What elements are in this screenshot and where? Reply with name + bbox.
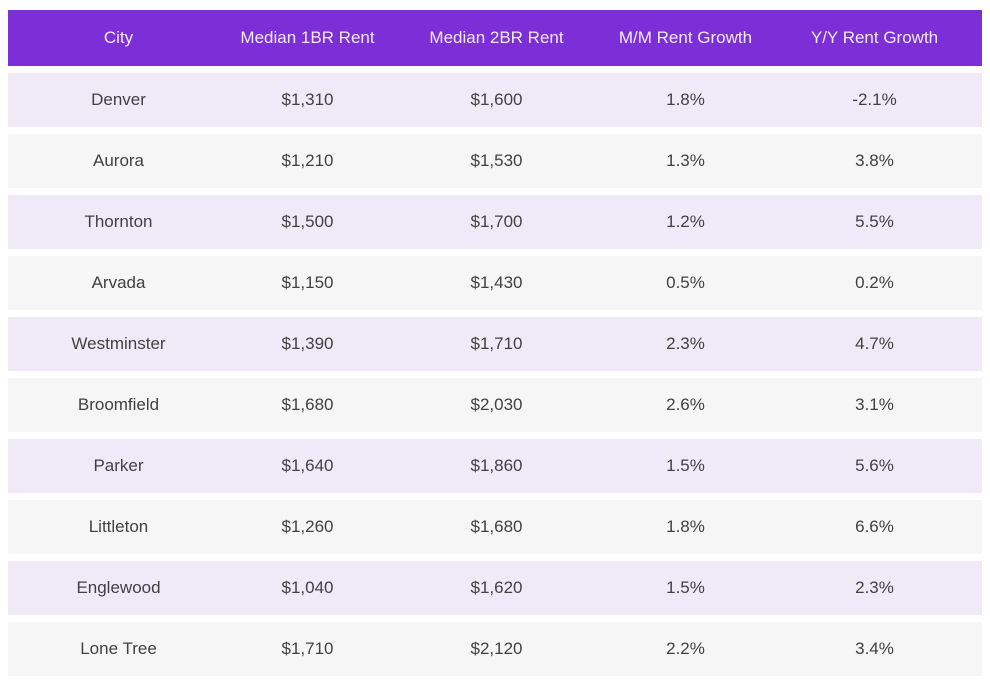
column-header-median-1br-rent: Median 1BR Rent — [240, 27, 375, 47]
value-cell: 1.3% — [666, 150, 705, 170]
value-cell: $1,210 — [281, 150, 334, 170]
column-header-median-2br-rent: Median 2BR Rent — [429, 27, 564, 47]
value-cell: 1.8% — [666, 89, 705, 109]
value-cell: 4.7% — [855, 333, 894, 353]
city-cell: Littleton — [88, 516, 149, 536]
value-cell: $1,310 — [281, 89, 334, 109]
value-cell: 6.6% — [855, 516, 894, 536]
value-cell: $1,430 — [470, 272, 523, 292]
value-cell: 1.5% — [666, 577, 705, 597]
value-cell: 0.2% — [855, 272, 894, 292]
value-cell: 5.5% — [855, 211, 894, 231]
value-cell: 0.5% — [666, 272, 705, 292]
city-cell: Denver — [91, 89, 146, 109]
value-cell: 3.1% — [855, 394, 894, 414]
value-cell: 2.6% — [666, 394, 705, 414]
value-cell: $1,680 — [470, 516, 523, 536]
value-cell: 1.8% — [666, 516, 705, 536]
value-cell: $1,710 — [470, 333, 523, 353]
value-cell: $1,390 — [281, 333, 334, 353]
value-cell: 2.3% — [666, 333, 705, 353]
value-cell: -2.1% — [852, 89, 897, 109]
value-cell: $1,040 — [281, 577, 334, 597]
city-cell: Englewood — [76, 577, 161, 597]
value-cell: $1,260 — [281, 516, 334, 536]
value-cell: 2.2% — [666, 638, 705, 658]
value-cell: $1,600 — [470, 89, 523, 109]
table-header-row: City Median 1BR Rent Median 2BR Rent M/M Re… — [8, 10, 982, 66]
city-cell: Parker — [93, 455, 144, 475]
city-cell: Arvada — [91, 272, 146, 292]
city-cell: Aurora — [92, 150, 145, 170]
city-cell: Lone Tree — [80, 638, 157, 658]
value-cell: $1,150 — [281, 272, 334, 292]
value-cell: 3.8% — [855, 150, 894, 170]
value-cell: $1,860 — [470, 455, 523, 475]
table-body: Denver $1,310 $1,600 1.8% -2.1% Aurora $1,210 $… — [8, 73, 982, 676]
table-row: Lone Tree $1,710 $2,120 2.2% 3.4% — [8, 622, 982, 676]
table-row: Aurora $1,210 $1,530 1.3% 3.8% — [8, 134, 982, 188]
city-cell: Thornton — [84, 211, 153, 231]
rent-table: City Median 1BR Rent Median 2BR Rent M/M Re… — [8, 10, 982, 676]
column-header-city: City — [103, 27, 134, 47]
table-row: Thornton $1,500 $1,700 1.2% 5.5% — [8, 195, 982, 249]
value-cell: $1,710 — [281, 638, 334, 658]
table-row: Broomfield $1,680 $2,030 2.6% 3.1% — [8, 378, 982, 432]
table-row: Westminster $1,390 $1,710 2.3% 4.7% — [8, 317, 982, 371]
table-row: Parker $1,640 $1,860 1.5% 5.6% — [8, 439, 982, 493]
table-row: Englewood $1,040 $1,620 1.5% 2.3% — [8, 561, 982, 615]
value-cell: 2.3% — [855, 577, 894, 597]
value-cell: 5.6% — [855, 455, 894, 475]
city-cell: Broomfield — [77, 394, 160, 414]
value-cell: 1.5% — [666, 455, 705, 475]
city-cell: Westminster — [71, 333, 166, 353]
value-cell: $2,120 — [470, 638, 523, 658]
table-row: Arvada $1,150 $1,430 0.5% 0.2% — [8, 256, 982, 310]
value-cell: $2,030 — [470, 394, 523, 414]
column-header-m-m-rent-growth: M/M Rent Growth — [618, 27, 753, 47]
value-cell: $1,680 — [281, 394, 334, 414]
value-cell: 1.2% — [666, 211, 705, 231]
table-row: Denver $1,310 $1,600 1.8% -2.1% — [8, 73, 982, 127]
value-cell: $1,620 — [470, 577, 523, 597]
column-header-y-y-rent-growth: Y/Y Rent Growth — [810, 27, 939, 47]
value-cell: $1,640 — [281, 455, 334, 475]
value-cell: $1,500 — [281, 211, 334, 231]
table-row: Littleton $1,260 $1,680 1.8% 6.6% — [8, 500, 982, 554]
value-cell: $1,700 — [470, 211, 523, 231]
value-cell: 3.4% — [855, 638, 894, 658]
value-cell: $1,530 — [470, 150, 523, 170]
